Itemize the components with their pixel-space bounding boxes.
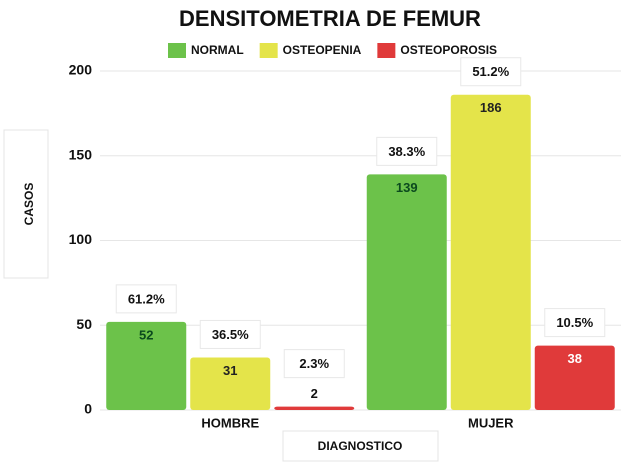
legend-swatch — [168, 43, 186, 58]
x-tick-label: MUJER — [468, 415, 514, 430]
data-label: 139 — [396, 180, 418, 195]
data-label: 31 — [223, 363, 237, 378]
percent-box — [115, 284, 177, 314]
bar — [190, 357, 271, 410]
percent-box — [199, 319, 261, 349]
legend-swatch — [259, 43, 278, 58]
percent-box — [376, 136, 438, 166]
percent-label: 38.3% — [388, 144, 425, 159]
percent-label: 2.3% — [299, 356, 329, 371]
x-tick-label: HOMBRE — [201, 415, 259, 430]
bar — [450, 94, 531, 410]
bar — [106, 321, 187, 410]
y-axis-label: CASOS — [22, 183, 36, 226]
legend-label: OSTEOPOROSIS — [400, 43, 497, 57]
y-tick-label: 100 — [69, 231, 93, 247]
x-axis-label: DIAGNOSTICO — [318, 439, 403, 453]
y-tick-label: 0 — [84, 401, 92, 417]
y-label-box — [3, 129, 49, 279]
data-label: 2 — [311, 386, 318, 401]
legend-label: OSTEOPENIA — [283, 43, 362, 57]
legend-label: NORMAL — [191, 43, 244, 57]
data-label: 38 — [568, 351, 582, 366]
percent-box — [544, 308, 606, 338]
percent-box — [460, 57, 522, 87]
percent-box — [283, 349, 345, 379]
data-label: 52 — [139, 327, 153, 342]
percent-label: 61.2% — [128, 291, 165, 306]
chart-title: DENSITOMETRIA DE FEMUR — [179, 6, 481, 31]
y-tick-label: 200 — [69, 62, 93, 78]
percent-label: 36.5% — [212, 327, 249, 342]
bar — [274, 406, 355, 410]
data-label: 186 — [480, 100, 502, 115]
y-tick-label: 150 — [69, 146, 93, 162]
percent-label: 51.2% — [472, 64, 509, 79]
bar — [534, 345, 615, 410]
bar — [366, 174, 447, 410]
y-tick-label: 50 — [76, 316, 92, 332]
x-label-box — [282, 430, 439, 462]
percent-label: 10.5% — [556, 315, 593, 330]
legend-swatch — [377, 43, 396, 58]
